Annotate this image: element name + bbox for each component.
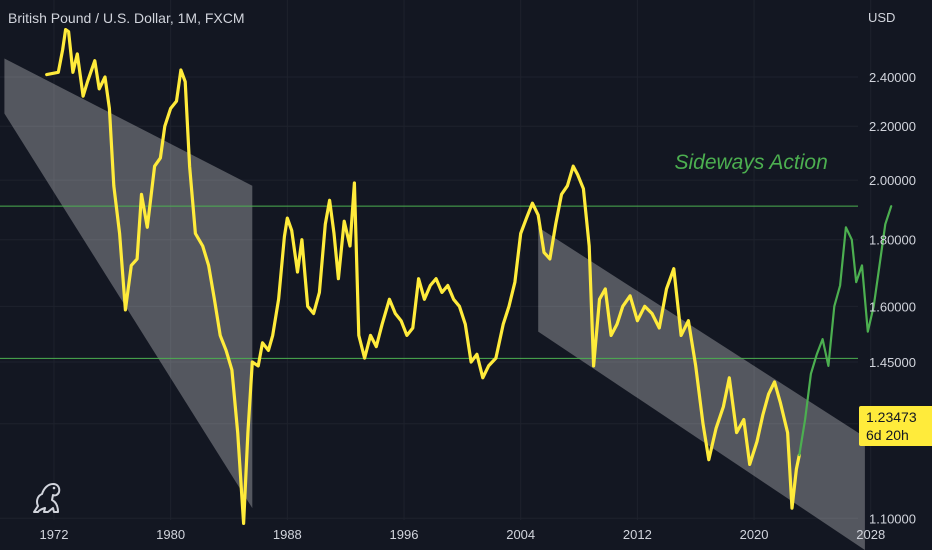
x-tick-label: 2028: [856, 527, 885, 542]
chart-title: British Pound / U.S. Dollar, 1M, FXCM: [8, 10, 245, 26]
x-tick-label: 2012: [623, 527, 652, 542]
projection-series-line: [798, 205, 893, 457]
price-axis-currency: USD: [868, 10, 896, 25]
price-series-line: [45, 28, 801, 525]
x-tick-label: 2020: [740, 527, 769, 542]
y-tick-label: 1.10000: [869, 511, 916, 526]
last-price-value: 1.23473: [866, 409, 917, 425]
x-tick-label: 1988: [273, 527, 302, 542]
last-price-tag: 1.23473 6d 20h: [859, 406, 932, 446]
y-tick-label: 2.00000: [869, 173, 916, 188]
trend-channel-2: [538, 227, 865, 550]
y-tick-label: 1.60000: [869, 299, 916, 314]
x-tick-label: 1996: [390, 527, 419, 542]
bar-countdown: 6d 20h: [866, 427, 909, 443]
y-tick-label: 2.20000: [869, 119, 916, 134]
x-tick-label: 1972: [40, 527, 69, 542]
y-tick-label: 1.80000: [869, 233, 916, 248]
sideways-action-label: Sideways Action: [674, 151, 827, 174]
x-tick-label: 1980: [156, 527, 185, 542]
y-tick-label: 1.45000: [869, 355, 916, 370]
y-tick-label: 2.40000: [869, 70, 916, 85]
tradingview-logo-icon[interactable]: [28, 478, 66, 518]
x-tick-label: 2004: [506, 527, 535, 542]
